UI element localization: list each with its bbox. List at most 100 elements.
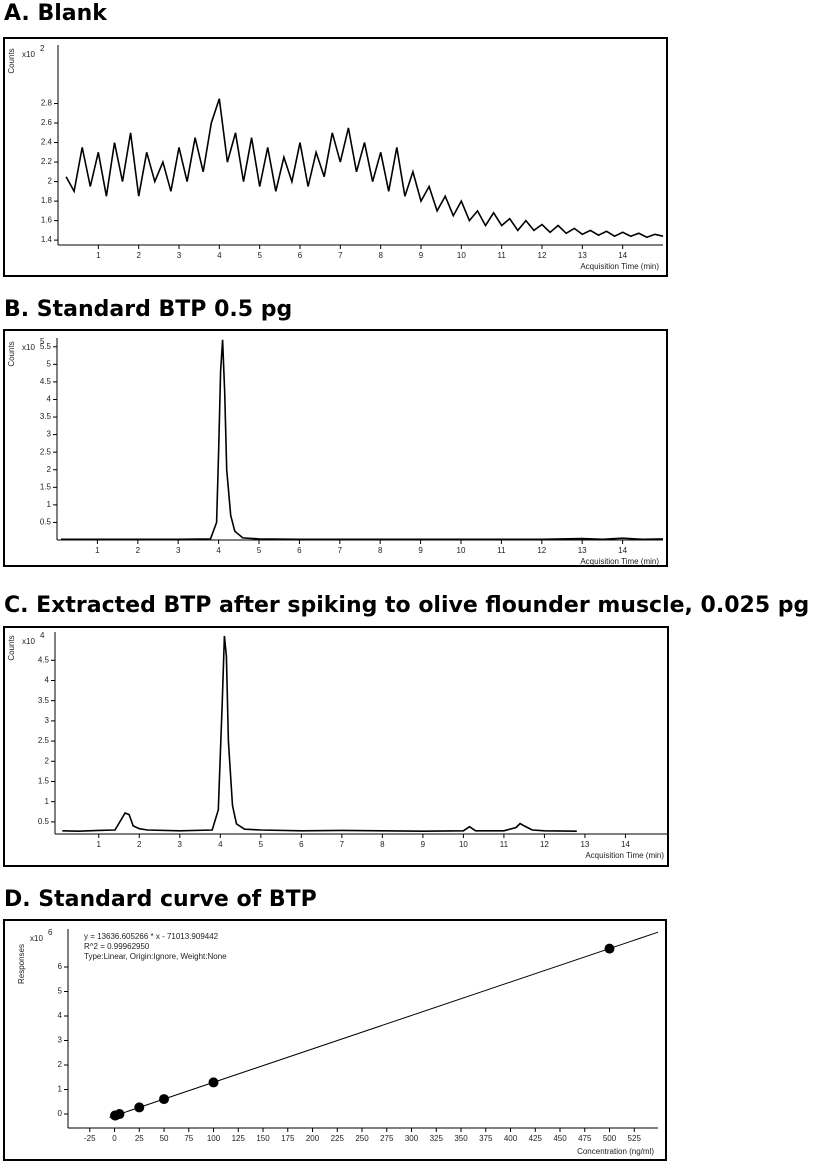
x-tick-label: 3: [178, 840, 183, 849]
y-tick-label: 2.5: [40, 447, 52, 456]
y-tick-label: 2.5: [38, 736, 50, 745]
x-tick-label: 300: [405, 1134, 419, 1143]
exponent: 5: [40, 337, 45, 346]
x-tick-label: 200: [306, 1134, 320, 1143]
x-tick-label: 5: [259, 840, 264, 849]
x-tick-label: 475: [578, 1134, 592, 1143]
data-point: [134, 1102, 145, 1113]
y-axis-label: Responses: [17, 944, 26, 984]
x-tick-label: 9: [421, 840, 426, 849]
y-tick-label: 0: [58, 1109, 63, 1118]
x-tick-label: 275: [380, 1134, 394, 1143]
y-tick-label: 4.5: [40, 377, 52, 386]
x-tick-label: 6: [298, 251, 303, 260]
x-tick-label: 10: [457, 251, 466, 260]
y-axis-label: Counts: [7, 341, 16, 366]
multiplier: x10: [30, 934, 43, 943]
data-point: [604, 943, 615, 954]
x-tick-label: 400: [504, 1134, 518, 1143]
panel-frame: [3, 919, 667, 1161]
y-tick-label: 4: [58, 1011, 63, 1020]
x-tick-label: 525: [628, 1134, 642, 1143]
x-tick-label: 7: [340, 840, 345, 849]
panel-title: A. Blank: [4, 1, 108, 26]
x-tick-label: 10: [459, 840, 468, 849]
y-tick-label: 5: [58, 987, 63, 996]
x-tick-label: 11: [497, 546, 506, 555]
x-tick-label: 12: [537, 546, 546, 555]
x-tick-label: 2: [137, 840, 142, 849]
x-tick-label: 8: [378, 251, 383, 260]
x-tick-label: 11: [500, 840, 509, 849]
y-tick-label: 1.4: [41, 235, 53, 244]
x-tick-label: 325: [430, 1134, 444, 1143]
y-axis-label: Counts: [7, 48, 16, 73]
data-point: [208, 1077, 219, 1088]
x-tick-label: 6: [299, 840, 304, 849]
panel-frame: [3, 329, 668, 567]
x-tick-label: 7: [338, 546, 343, 555]
x-tick-label: 375: [479, 1134, 493, 1143]
panel-title: B. Standard BTP 0.5 pg: [4, 297, 292, 322]
y-tick-label: 1.5: [40, 482, 52, 491]
y-tick-label: 2.6: [41, 118, 53, 127]
x-tick-label: 5: [257, 546, 262, 555]
x-tick-label: 425: [529, 1134, 543, 1143]
x-tick-label: 13: [580, 840, 589, 849]
exponent: 6: [48, 928, 53, 937]
trace: [62, 635, 577, 833]
x-tick-label: 9: [419, 251, 424, 260]
y-tick-label: 1: [47, 500, 52, 509]
x-tick-label: 7: [338, 251, 343, 260]
y-tick-label: 3: [58, 1036, 63, 1045]
x-tick-label: 9: [418, 546, 423, 555]
panel-frame: [3, 626, 669, 867]
exponent: 2: [40, 44, 45, 53]
x-tick-label: 5: [257, 251, 262, 260]
x-tick-label: 1: [97, 840, 102, 849]
y-tick-label: 4.5: [38, 655, 50, 664]
annotation: Type:Linear, Origin:Ignore, Weight:None: [84, 952, 227, 961]
x-tick-label: 250: [355, 1134, 369, 1143]
x-tick-label: 75: [184, 1134, 193, 1143]
x-axis-label: Acquisition Time (min): [580, 262, 659, 271]
multiplier: x10: [22, 50, 35, 59]
multiplier: x10: [22, 343, 35, 352]
y-tick-label: 3.5: [40, 412, 52, 421]
x-tick-label: 225: [331, 1134, 345, 1143]
y-tick-label: 1.5: [38, 777, 50, 786]
y-tick-label: 5: [47, 359, 52, 368]
trace: [61, 339, 664, 541]
data-point: [114, 1109, 125, 1120]
trace: [65, 98, 664, 239]
x-tick-label: 2: [136, 251, 141, 260]
x-tick-label: 13: [578, 251, 587, 260]
y-tick-label: 2: [58, 1060, 63, 1069]
x-tick-label: 500: [603, 1134, 617, 1143]
x-tick-label: 1: [96, 251, 101, 260]
x-tick-label: 8: [380, 840, 385, 849]
x-tick-label: 8: [378, 546, 383, 555]
x-tick-label: 25: [135, 1134, 144, 1143]
x-tick-label: 10: [457, 546, 466, 555]
fit-line: [109, 931, 659, 1118]
x-tick-label: 12: [538, 251, 547, 260]
x-tick-label: 150: [256, 1134, 270, 1143]
y-tick-label: 2.2: [41, 157, 53, 166]
x-tick-label: 14: [618, 546, 627, 555]
y-tick-label: 2: [47, 465, 52, 474]
x-tick-label: 100: [207, 1134, 221, 1143]
y-tick-label: 3.5: [38, 696, 50, 705]
x-axis-label: Concentration (ng/ml): [577, 1147, 654, 1156]
x-tick-label: 125: [232, 1134, 246, 1143]
y-tick-label: 4: [45, 676, 50, 685]
x-tick-label: 0: [112, 1134, 117, 1143]
x-tick-label: 12: [540, 840, 549, 849]
x-tick-label: 450: [553, 1134, 567, 1143]
x-tick-label: 350: [454, 1134, 468, 1143]
y-tick-label: 0.5: [40, 518, 52, 527]
x-tick-label: 14: [618, 251, 627, 260]
y-tick-label: 1.6: [41, 216, 53, 225]
y-tick-label: 3: [45, 716, 50, 725]
